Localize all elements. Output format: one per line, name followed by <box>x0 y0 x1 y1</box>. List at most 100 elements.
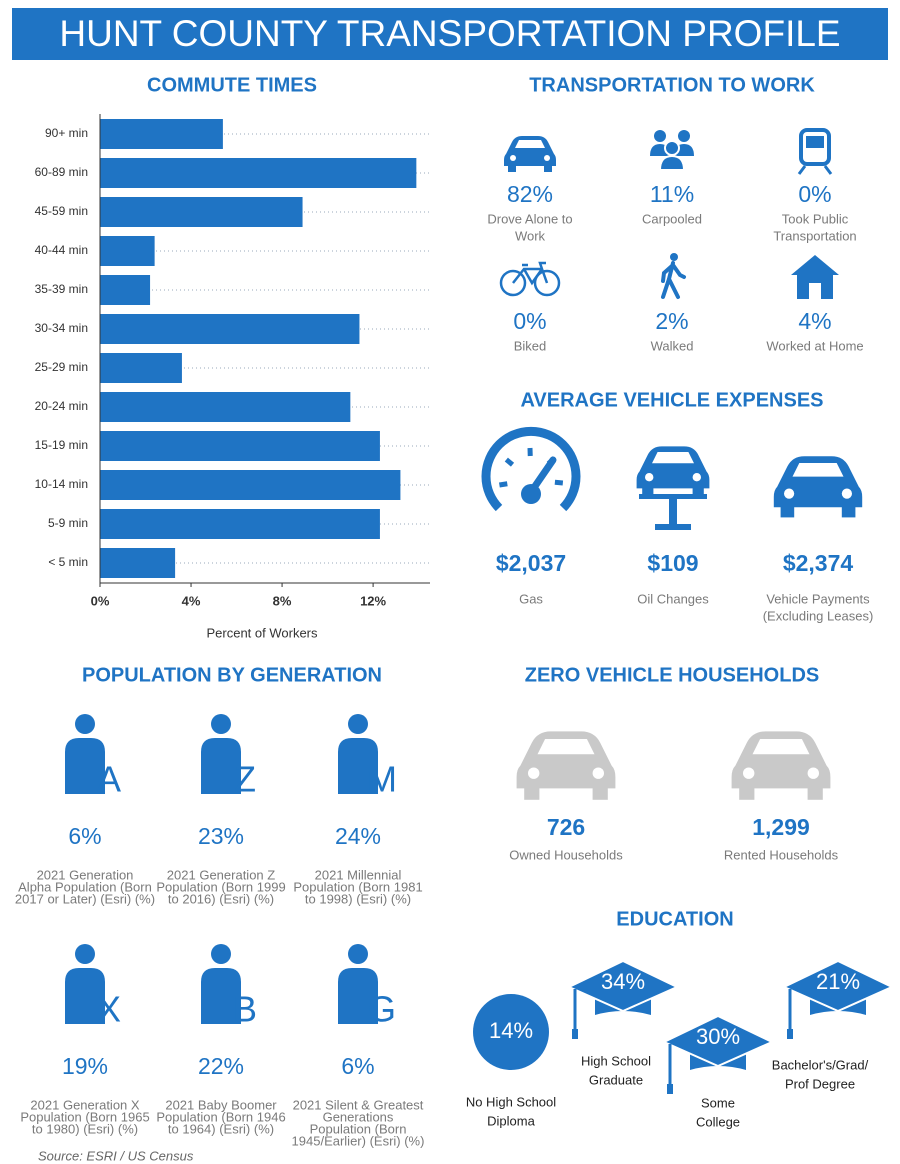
bar <box>100 548 176 578</box>
train <box>799 128 831 166</box>
education-label: Graduate <box>589 1072 643 1087</box>
car-window <box>752 739 810 755</box>
car-body <box>731 731 831 789</box>
transport-pct: 11% <box>650 181 694 207</box>
generation-label: Population (Born 1999 <box>156 879 285 894</box>
car-light <box>807 767 819 779</box>
car-body <box>636 446 710 489</box>
section-title: AVERAGE VEHICLE EXPENSES <box>520 389 823 411</box>
wheel <box>499 269 527 297</box>
y-tick-label: 30-34 min <box>35 321 88 335</box>
tassel-end <box>667 1084 673 1094</box>
education-pct: 34% <box>601 969 645 994</box>
transport-icon <box>499 261 561 297</box>
bar <box>100 353 182 383</box>
education-pct: 21% <box>816 969 860 994</box>
car-body <box>504 136 556 166</box>
bar <box>100 119 223 149</box>
transport-pct: 82% <box>507 181 553 207</box>
generation-letter: G <box>368 989 396 1030</box>
transport-label: Walked <box>651 338 694 353</box>
education-circle <box>473 994 549 1070</box>
education-label: Some <box>701 1095 735 1110</box>
section-title: POPULATION BY GENERATION <box>82 664 382 686</box>
y-tick-label: 40-44 min <box>35 243 88 257</box>
generation-letter: X <box>97 989 121 1030</box>
education-label: Prof Degree <box>785 1076 855 1091</box>
head <box>670 253 678 261</box>
wheel <box>533 269 561 297</box>
car-wheel <box>841 505 856 518</box>
car-window <box>515 140 545 148</box>
tassel-end <box>787 1029 793 1039</box>
generation-pct: 6% <box>341 1053 374 1079</box>
transport-icon <box>504 136 556 172</box>
generation-label: 2021 Millennial <box>315 867 402 882</box>
section-title: ZERO VEHICLE HOUSEHOLDS <box>525 664 819 686</box>
hub <box>521 484 541 504</box>
household-label: Rented Households <box>724 847 839 862</box>
body <box>201 968 241 1024</box>
education-label: College <box>696 1114 740 1129</box>
train-rails <box>797 165 833 175</box>
bar <box>100 392 351 422</box>
car-wheel <box>642 487 654 497</box>
education-pct: 14% <box>489 1018 533 1043</box>
transport-icon <box>650 130 694 171</box>
generation-label: 2021 Baby Boomer <box>165 1097 277 1112</box>
lift-post <box>669 496 677 526</box>
generation-pct: 22% <box>198 1053 244 1079</box>
tassel-end <box>572 1029 578 1039</box>
education-label: No High School <box>466 1094 556 1109</box>
section-title: COMMUTE TIMES <box>147 74 317 96</box>
section-title: EDUCATION <box>616 908 733 930</box>
generation-pct: 6% <box>68 823 101 849</box>
expense-label: (Excluding Leases) <box>763 608 874 623</box>
bar <box>100 158 417 188</box>
generation-label: 2021 Generation <box>37 867 134 882</box>
generation-label: 2021 Generation Z <box>167 867 275 882</box>
person-icon: M <box>338 714 397 800</box>
car-wheel <box>780 505 795 518</box>
person-icon: G <box>338 944 396 1030</box>
transport-label: Carpooled <box>642 211 702 226</box>
education-pct: 30% <box>696 1024 740 1049</box>
generation-label: 2017 or Later) (Esri) (%) <box>15 891 155 906</box>
y-tick-label: 10-14 min <box>35 477 88 491</box>
car-window <box>792 463 844 477</box>
car-wheel <box>508 165 516 172</box>
car-wheel <box>592 786 608 800</box>
car-light <box>592 767 604 779</box>
gauge-tick <box>499 481 508 488</box>
body <box>338 738 378 794</box>
generation-pct: 19% <box>62 1053 108 1079</box>
car-icon <box>731 731 831 800</box>
transport-label: Transportation <box>773 228 856 243</box>
train-window <box>806 136 824 148</box>
transport-pct: 2% <box>655 308 688 334</box>
generation-label: to 1998) (Esri) (%) <box>305 891 411 906</box>
expense-icon <box>636 446 710 530</box>
head <box>211 714 231 734</box>
car-light <box>841 488 852 499</box>
expense-label: Vehicle Payments <box>766 591 870 606</box>
bar <box>100 509 380 539</box>
body <box>65 738 105 794</box>
bar <box>100 236 155 266</box>
car <box>773 456 863 518</box>
transport-label: Worked at Home <box>766 338 863 353</box>
generation-label: Population (Born 1981 <box>293 879 422 894</box>
house <box>791 255 839 299</box>
expense-label: Oil Changes <box>637 591 709 606</box>
car-wheel <box>544 165 552 172</box>
person-icon: Z <box>201 714 256 800</box>
head <box>211 944 231 964</box>
lift-arm <box>639 494 707 499</box>
generation-label: Population (Born 1946 <box>156 1109 285 1124</box>
x-tick-label: 4% <box>182 593 201 608</box>
cap-top <box>566 959 680 1013</box>
transport-pct: 0% <box>513 308 546 334</box>
y-tick-label: 5-9 min <box>48 516 88 530</box>
transport-icon <box>661 253 686 299</box>
